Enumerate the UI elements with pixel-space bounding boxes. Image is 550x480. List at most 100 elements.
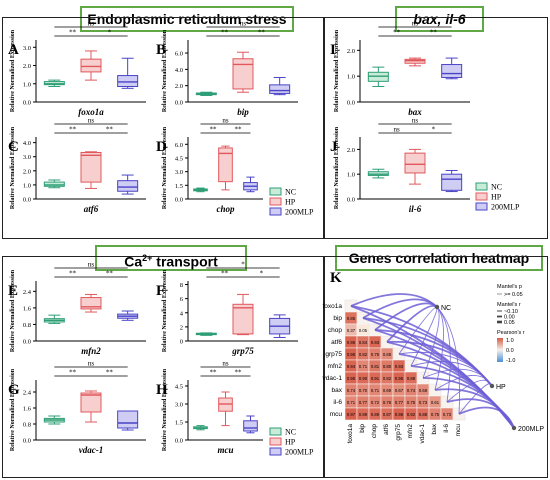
heatmap-cell-value: 0.89 [359, 412, 368, 417]
panel-D: D 0.0 1.5 3.0 4.5 6.0 Relative Normalized Expr… [156, 117, 263, 214]
gene-label: vdac-1 [79, 445, 104, 455]
panel-letter: H [156, 382, 168, 398]
y-tick-label: 2 [180, 324, 183, 331]
y-tick-label: 6.0 [175, 51, 183, 58]
box-200MLP [243, 176, 258, 193]
y-tick-label: 0.0 [347, 197, 355, 204]
panel-E: E 0.0 0.8 1.6 2.4 Relative Normalized Express… [8, 261, 146, 356]
box-NC [195, 91, 217, 96]
box-200MLP [243, 415, 258, 434]
y-tick-label: 0.0 [175, 197, 183, 204]
panel-letter: K [330, 270, 342, 286]
heatmap-row-label: bax [332, 387, 343, 394]
box-HP [80, 390, 102, 423]
heatmap-legend: Mantel's p >= 0.05 Mantel's r~0.100.000.05… [497, 284, 525, 364]
heatmap-row-label: vdac-1 [322, 375, 342, 382]
significance-bracket: ns [54, 261, 128, 269]
heatmap-cell-value: 0.95 [395, 376, 404, 381]
heatmap-row-label: bip [333, 315, 342, 322]
significance-bracket: ** [54, 126, 91, 134]
box-HP [218, 145, 233, 191]
heatmap-cell-value: 0.61 [431, 400, 440, 405]
y-tick-label: 1.5 [175, 420, 183, 427]
box-200MLP [117, 174, 139, 195]
legend-label: -1.0 [506, 358, 515, 364]
y-tick-label: 6 [180, 296, 184, 303]
significance-bracket: ** [225, 369, 251, 377]
heatmap-cell-value: 0.92 [407, 412, 416, 417]
legend-swatch [269, 427, 282, 436]
significance-label: ** [393, 29, 401, 37]
heatmap-row-label: atf6 [331, 339, 342, 346]
y-axis-label: Relative Normalized Expression [10, 126, 16, 209]
y-tick-label: 4.0 [175, 67, 183, 74]
y-tick-label: 4 [180, 310, 184, 317]
significance-bracket: * [415, 126, 452, 134]
panel-letter: B [156, 42, 166, 58]
significance-label: ns [412, 117, 419, 125]
heatmap-cell-value: 0.95 [347, 340, 356, 345]
significance-bracket: ns [200, 360, 251, 368]
box-200MLP [441, 169, 463, 193]
heatmap-cell-value: 0.69 [383, 388, 392, 393]
mantel-link [436, 306, 460, 415]
significance-label: ** [69, 29, 77, 37]
legend-label: 200MLP [285, 208, 314, 217]
y-tick-label: 8 [180, 282, 183, 289]
box-HP [80, 293, 102, 313]
y-axis-label: Relative Normalized Expression [10, 368, 16, 451]
significance-label: ** [210, 369, 218, 377]
significance-label: * [108, 29, 112, 37]
significance-label: ** [69, 270, 77, 278]
heatmap-cell-value: 0.71 [359, 364, 368, 369]
legend-label: ~0.10 [504, 309, 518, 315]
y-tick-label: 1.0 [23, 182, 31, 189]
y-tick-label: 0.0 [23, 339, 31, 346]
heatmap-cell-value: 0.74 [407, 388, 416, 393]
panel-G: G 0.0 0.8 1.6 2.4 Relative Normalized Express… [8, 360, 146, 455]
box-body [43, 181, 65, 187]
y-axis-label: Relative Normalized Expression [162, 368, 168, 451]
significance-label: ns [240, 20, 247, 28]
heatmap-cell-value: 0.73 [443, 412, 452, 417]
panel-H: H 0.0 1.5 3.0 4.5 Relative Normalized Express… [156, 360, 263, 455]
legend-label: 0.0 [506, 348, 514, 354]
significance-bracket: ** [378, 29, 415, 37]
significance-label: * [432, 126, 436, 134]
legend-label: 0.05 [504, 320, 515, 326]
box-200MLP [117, 310, 139, 321]
box-body [269, 84, 291, 94]
legend-swatch [269, 187, 282, 196]
heatmap-cell-value: 0.89 [371, 412, 380, 417]
heatmap-cell-value: 0.87 [383, 412, 392, 417]
y-axis-label: Relative Normalized Expression [162, 29, 168, 112]
gene-label: grp75 [231, 346, 254, 356]
legend-label: NC [491, 183, 502, 192]
significance-bracket: ns [54, 117, 128, 125]
heatmap-cell-value: 0.91 [371, 376, 380, 381]
y-tick-label: 4.0 [23, 140, 31, 147]
significance-label: ns [412, 20, 419, 28]
y-tick-label: 4.5 [175, 384, 183, 391]
y-tick-label: 0.8 [23, 422, 31, 429]
heatmap-row-label: grp75 [325, 351, 342, 358]
heatmap-cell-value: 0.97 [347, 412, 356, 417]
gene-label: chop [217, 204, 236, 214]
significance-label: ** [221, 270, 229, 278]
heatmap-cell-value: 0.77 [359, 400, 368, 405]
panel-F: F 0 2 4 6 8 Relative Normalized Expression grp7… [156, 261, 298, 356]
heatmap-cell-value: 0.88 [419, 412, 428, 417]
heatmap-cell-value: 0.96 [395, 412, 404, 417]
y-tick-label: 1.6 [23, 305, 32, 312]
panel-letter: G [8, 382, 20, 398]
box-200MLP [269, 77, 291, 96]
significance-bracket: ** [91, 126, 128, 134]
heatmap-cell-value: 0.76 [383, 400, 392, 405]
legend-swatch [269, 447, 282, 456]
heatmap-cell-value: 0.84 [359, 340, 368, 345]
significance-label: ** [235, 369, 243, 377]
significance-bracket: ** [206, 270, 243, 278]
y-tick-label: 1.5 [175, 183, 183, 190]
significance-label: ns [394, 126, 401, 134]
